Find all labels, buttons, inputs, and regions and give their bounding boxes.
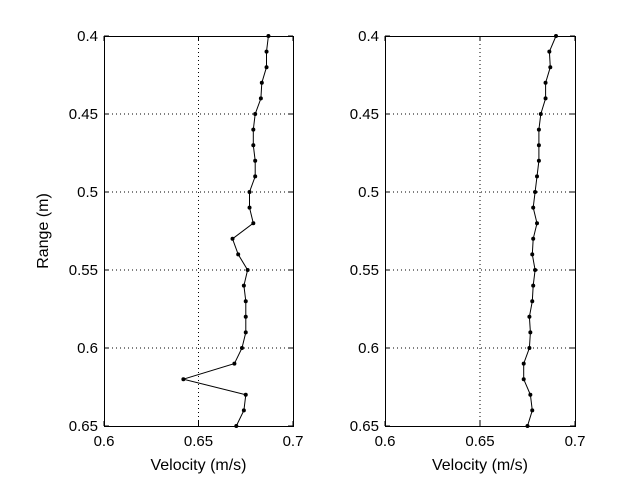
data-point	[530, 408, 535, 413]
data-point	[266, 34, 271, 38]
axes-frame	[104, 36, 294, 427]
data-point	[531, 205, 536, 210]
data-point	[527, 346, 532, 350]
x-axis-label: Velocity (m/s)	[432, 457, 528, 474]
data-point	[521, 377, 526, 382]
data-point	[533, 190, 538, 194]
data-point	[264, 65, 269, 70]
y-tick-label: 0.65	[350, 418, 379, 435]
data-point	[181, 377, 186, 382]
data-point	[236, 252, 241, 257]
data-point	[251, 143, 256, 148]
data-point	[247, 190, 252, 194]
data-point	[253, 174, 258, 179]
y-tick-label: 0.5	[77, 184, 98, 201]
data-point	[253, 158, 258, 163]
data-point	[527, 314, 532, 319]
x-tick-label: 0.65	[184, 433, 213, 450]
data-point	[232, 361, 237, 366]
data-point	[243, 299, 248, 304]
plot-area	[104, 36, 293, 426]
y-tick-label: 0.65	[69, 418, 98, 435]
data-point	[535, 221, 539, 226]
plot-area	[385, 36, 575, 426]
x-axis-label: Velocity (m/s)	[150, 457, 246, 474]
data-point	[528, 392, 533, 397]
data-point	[536, 158, 541, 163]
series-line	[523, 35, 557, 427]
data-point	[543, 96, 548, 101]
subplot-2: 0.6 0.65 0.70.40.450.50.550.60.65Velocity …	[350, 28, 586, 474]
data-point	[241, 408, 246, 413]
data-point	[245, 268, 250, 272]
data-point	[243, 314, 248, 319]
data-point	[239, 346, 244, 350]
y-axis-label: Range (m)	[35, 193, 52, 269]
x-tick-label: 0.7	[565, 433, 586, 450]
data-point	[259, 80, 264, 85]
data-point	[533, 268, 538, 272]
axes-frame	[385, 36, 576, 427]
y-tick-label: 0.4	[77, 28, 98, 45]
y-tick-label: 0.6	[358, 340, 379, 357]
y-tick-label: 0.55	[69, 262, 98, 279]
y-tick-label: 0.4	[358, 28, 379, 45]
data-point	[525, 424, 530, 428]
data-point	[243, 330, 248, 335]
data-point	[247, 205, 252, 210]
data-point	[536, 143, 541, 148]
data-point	[554, 34, 558, 38]
data-point	[243, 392, 248, 397]
x-tick-label: 0.65	[465, 433, 494, 450]
subplot-1: 0.6 0.65 0.70.40.450.50.550.60.65Velocity …	[35, 28, 303, 474]
data-point	[253, 112, 258, 116]
x-tick-label: 0.6	[94, 433, 115, 450]
series-line	[181, 35, 269, 427]
data-point	[530, 252, 535, 257]
x-tick-label: 0.6	[375, 433, 396, 450]
data-point	[538, 112, 543, 116]
data-point	[543, 80, 548, 85]
data-point	[536, 127, 541, 132]
data-point	[528, 330, 533, 335]
data-point	[230, 236, 235, 241]
data-point	[251, 127, 256, 132]
y-tick-label: 0.6	[77, 340, 98, 357]
data-point	[547, 49, 552, 54]
y-tick-label: 0.45	[350, 106, 379, 123]
x-tick-label: 0.7	[283, 433, 304, 450]
y-tick-label: 0.55	[350, 262, 379, 279]
data-point	[258, 96, 263, 101]
data-point	[521, 361, 526, 366]
data-point	[251, 221, 256, 226]
data-point	[241, 283, 246, 288]
data-point	[264, 49, 269, 54]
data-point	[530, 299, 535, 304]
y-tick-label: 0.45	[69, 106, 98, 123]
data-point	[531, 283, 536, 288]
data-point	[531, 236, 536, 241]
data-point	[548, 65, 553, 70]
data-point	[535, 174, 539, 179]
y-tick-label: 0.5	[358, 184, 379, 201]
data-point	[234, 424, 239, 428]
